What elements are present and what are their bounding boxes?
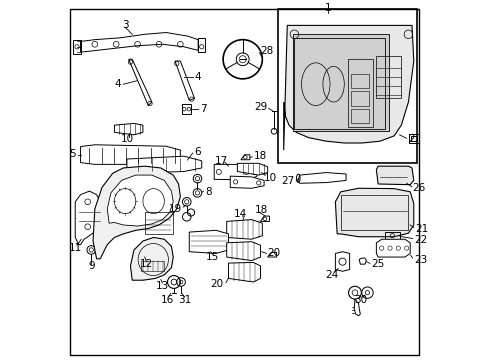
Polygon shape: [114, 123, 142, 135]
Polygon shape: [93, 166, 180, 259]
Text: 1: 1: [324, 3, 331, 13]
Polygon shape: [75, 191, 100, 244]
Text: 9: 9: [88, 261, 94, 271]
Text: 20: 20: [209, 279, 223, 289]
Text: 23: 23: [413, 255, 426, 265]
Polygon shape: [81, 32, 198, 52]
Text: 3: 3: [122, 21, 128, 30]
Polygon shape: [241, 155, 249, 160]
Text: 4: 4: [194, 72, 201, 82]
Text: 13: 13: [156, 280, 169, 291]
Text: 15: 15: [205, 252, 219, 262]
Text: 10: 10: [120, 134, 133, 144]
Text: 2: 2: [407, 134, 414, 144]
Polygon shape: [107, 175, 173, 226]
Text: 24: 24: [325, 270, 338, 280]
Bar: [294, 38, 385, 129]
Text: 14: 14: [234, 209, 247, 219]
Polygon shape: [376, 166, 413, 185]
Polygon shape: [189, 230, 228, 253]
Bar: [351, 91, 368, 105]
Polygon shape: [175, 61, 194, 100]
Polygon shape: [128, 59, 152, 105]
Polygon shape: [297, 172, 346, 183]
Polygon shape: [214, 165, 257, 180]
Polygon shape: [130, 238, 173, 280]
Text: 7: 7: [200, 104, 206, 114]
Polygon shape: [126, 156, 202, 173]
Text: 22: 22: [413, 235, 426, 245]
Text: 4: 4: [115, 79, 122, 89]
Bar: [141, 261, 164, 271]
Bar: [182, 104, 191, 114]
Bar: [376, 56, 401, 98]
Text: 8: 8: [205, 187, 211, 197]
Polygon shape: [226, 242, 260, 261]
Polygon shape: [230, 176, 264, 188]
Text: 31: 31: [178, 295, 191, 305]
Text: 18: 18: [254, 204, 267, 215]
Bar: [408, 134, 418, 143]
Polygon shape: [283, 26, 413, 150]
Polygon shape: [335, 188, 413, 237]
Text: 6: 6: [194, 147, 201, 157]
Bar: [340, 195, 407, 230]
Polygon shape: [359, 258, 366, 264]
Bar: [351, 109, 368, 123]
Bar: [198, 38, 205, 52]
Text: 10: 10: [264, 172, 277, 183]
Text: 11: 11: [68, 243, 81, 253]
Text: 5: 5: [69, 149, 76, 159]
Bar: [410, 136, 416, 141]
Bar: [144, 212, 173, 234]
Text: 12: 12: [140, 259, 153, 269]
Polygon shape: [237, 163, 267, 175]
Polygon shape: [81, 145, 180, 165]
Bar: [278, 9, 416, 163]
Bar: [347, 59, 372, 127]
Bar: [73, 40, 81, 54]
Text: 20: 20: [267, 248, 280, 258]
Text: 26: 26: [412, 183, 425, 193]
Text: 18: 18: [253, 151, 266, 161]
Text: 25: 25: [370, 259, 384, 269]
Text: 27: 27: [281, 176, 294, 186]
Text: 16: 16: [161, 295, 174, 305]
Polygon shape: [228, 262, 260, 282]
Text: 30: 30: [353, 295, 366, 305]
Polygon shape: [267, 252, 276, 257]
Polygon shape: [226, 220, 262, 239]
Text: 17: 17: [214, 156, 227, 166]
Bar: [292, 34, 388, 131]
Bar: [385, 232, 399, 239]
Text: 21: 21: [414, 224, 427, 234]
Bar: [351, 73, 368, 88]
Text: 19: 19: [168, 204, 182, 214]
Polygon shape: [335, 252, 349, 271]
Text: 29: 29: [254, 102, 267, 112]
Polygon shape: [260, 216, 269, 221]
Polygon shape: [376, 239, 409, 257]
Text: 28: 28: [260, 46, 273, 57]
Polygon shape: [353, 299, 360, 316]
